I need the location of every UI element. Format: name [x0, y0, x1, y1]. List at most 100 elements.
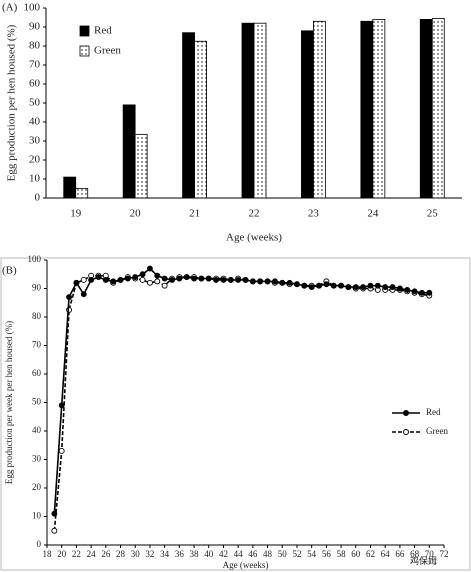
marker	[169, 277, 175, 283]
marker	[102, 277, 109, 283]
marker	[154, 278, 161, 285]
marker	[80, 291, 87, 298]
marker	[139, 277, 146, 283]
y-tick-label: 30	[32, 454, 42, 464]
x-tick-label: 21	[189, 208, 200, 220]
x-tick-label: 44	[234, 549, 244, 559]
marker	[95, 274, 102, 281]
x-tick-label: 30	[131, 549, 141, 559]
x-tick-label: 19	[70, 208, 82, 220]
x-tick-label: 50	[278, 549, 288, 559]
marker	[279, 279, 286, 286]
y-tick-label: 30	[29, 135, 41, 147]
marker	[286, 279, 293, 286]
marker	[73, 279, 80, 286]
marker	[242, 277, 249, 283]
y-tick-label: 20	[32, 482, 42, 492]
marker	[117, 277, 124, 283]
marker	[367, 282, 374, 289]
y-tick-label: 90	[29, 21, 41, 33]
marker	[88, 277, 95, 283]
marker	[382, 284, 389, 291]
marker	[176, 275, 183, 282]
x-tick-label: 48	[263, 549, 273, 559]
marker	[249, 278, 256, 285]
marker	[308, 284, 315, 291]
marker	[316, 282, 322, 289]
panel-label: (B)	[2, 265, 17, 277]
marker	[58, 448, 65, 454]
bar	[134, 133, 148, 199]
y-tick-label: 70	[32, 340, 42, 350]
marker	[389, 284, 396, 291]
x-tick-label: 52	[292, 549, 301, 559]
marker	[338, 282, 345, 289]
marker	[132, 274, 139, 281]
y-tick-label: 50	[29, 97, 41, 109]
marker	[352, 284, 359, 291]
x-tick-label: 38	[190, 549, 200, 559]
x-tick-label: 68	[410, 549, 420, 559]
line	[53, 274, 430, 531]
line	[53, 267, 430, 514]
x-tick-label: 42	[219, 549, 228, 559]
bar	[372, 18, 386, 199]
x-tick-label: 22	[72, 549, 81, 559]
marker	[294, 281, 300, 288]
bar	[75, 188, 89, 199]
bar	[194, 40, 207, 199]
y-tick-label: 40	[29, 116, 41, 128]
marker	[146, 279, 153, 286]
marker	[345, 284, 352, 291]
x-tick-label: 70	[425, 549, 435, 559]
x-tick-label: 72	[440, 549, 449, 559]
y-axis-label: Egg production per hen housed (%)	[6, 24, 18, 181]
panel-label: (A)	[2, 2, 18, 14]
legend-marker	[403, 410, 409, 416]
marker	[198, 275, 205, 282]
y-tick-label: 60	[29, 78, 41, 90]
marker	[51, 527, 58, 534]
y-tick-label: 50	[32, 397, 42, 407]
legend-label: Green	[426, 426, 448, 436]
y-tick-label: 10	[29, 173, 41, 185]
y-tick-label: 80	[29, 40, 41, 52]
y-tick-label: 10	[32, 511, 42, 521]
marker	[213, 277, 220, 283]
x-tick-label: 24	[367, 208, 379, 220]
bar	[313, 20, 326, 199]
y-axis-label: Egg production per week per hen housed (…	[4, 321, 14, 484]
marker	[205, 275, 212, 282]
marker	[271, 278, 278, 285]
marker	[330, 282, 337, 289]
legend-label: Red	[94, 25, 112, 37]
marker	[220, 277, 227, 283]
x-tick-label: 56	[322, 549, 332, 559]
legend-marker	[403, 429, 409, 435]
bar	[431, 18, 445, 199]
marker	[80, 277, 87, 283]
panel-frame	[0, 257, 471, 571]
x-tick-label: 26	[101, 549, 111, 559]
marker	[191, 275, 197, 282]
marker	[301, 282, 308, 289]
marker	[66, 294, 73, 300]
y-tick-label: 90	[32, 283, 42, 293]
x-tick-label: 20	[130, 208, 142, 220]
x-tick-label: 34	[160, 549, 170, 559]
x-tick-label: 25	[427, 208, 439, 220]
bar	[241, 22, 255, 199]
bar	[63, 176, 77, 199]
y-tick-label: 80	[32, 311, 42, 321]
marker	[257, 278, 264, 285]
marker	[146, 265, 153, 272]
marker	[264, 278, 271, 285]
x-tick-label: 66	[395, 549, 405, 559]
marker	[426, 289, 433, 296]
legend-swatch	[79, 25, 90, 37]
marker	[227, 277, 234, 283]
y-tick-label: 100	[24, 2, 41, 14]
x-tick-label: 40	[204, 549, 214, 559]
bar	[419, 18, 433, 199]
marker	[124, 275, 131, 282]
